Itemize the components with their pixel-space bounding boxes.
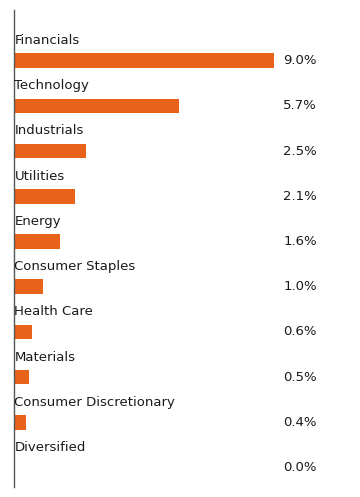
Text: Energy: Energy [14,215,61,228]
Bar [14,279,43,294]
Text: 0.4%: 0.4% [283,416,317,429]
Bar [14,189,75,203]
Text: Diversified: Diversified [14,441,86,454]
Text: Utilities: Utilities [14,169,65,183]
Bar [14,98,179,113]
Text: 2.1%: 2.1% [283,190,317,203]
Text: 1.6%: 1.6% [283,235,317,248]
Text: Materials: Materials [14,350,75,364]
Text: 0.6%: 0.6% [283,326,317,338]
Text: Technology: Technology [14,79,89,92]
Bar [14,370,29,384]
Bar [14,325,32,339]
Text: 0.0%: 0.0% [283,461,317,474]
Text: Health Care: Health Care [14,305,93,319]
Text: Consumer Discretionary: Consumer Discretionary [14,396,175,409]
Text: Financials: Financials [14,34,80,47]
Bar [14,144,86,158]
Text: 2.5%: 2.5% [283,145,317,158]
Text: 0.5%: 0.5% [283,371,317,384]
Text: Consumer Staples: Consumer Staples [14,260,136,273]
Text: 9.0%: 9.0% [283,54,317,67]
Text: 5.7%: 5.7% [283,99,317,112]
Text: 1.0%: 1.0% [283,280,317,293]
Bar [14,234,60,248]
Bar [14,415,26,429]
Text: Industrials: Industrials [14,124,84,138]
Bar [14,53,274,68]
